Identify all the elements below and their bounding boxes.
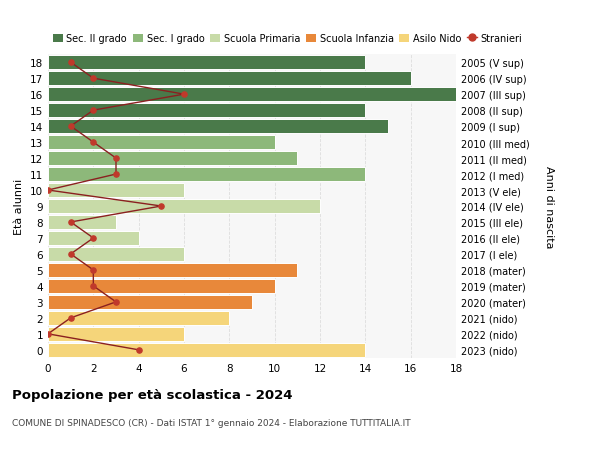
Point	[66, 219, 76, 226]
Point	[89, 139, 98, 146]
Point	[111, 298, 121, 306]
Bar	[48, 152, 298, 166]
Bar	[48, 232, 139, 245]
Bar	[48, 88, 456, 102]
Legend: Sec. II grado, Sec. I grado, Scuola Primaria, Scuola Infanzia, Asilo Nido, Stran: Sec. II grado, Sec. I grado, Scuola Prim…	[53, 34, 523, 44]
Bar	[48, 72, 410, 86]
Bar	[48, 247, 184, 261]
Point	[111, 155, 121, 162]
Point	[66, 123, 76, 130]
Text: COMUNE DI SPINADESCO (CR) - Dati ISTAT 1° gennaio 2024 - Elaborazione TUTTITALIA: COMUNE DI SPINADESCO (CR) - Dati ISTAT 1…	[12, 418, 410, 427]
Point	[89, 235, 98, 242]
Point	[66, 314, 76, 322]
Point	[111, 171, 121, 179]
Bar	[48, 200, 320, 213]
Point	[43, 330, 53, 338]
Point	[157, 203, 166, 210]
Point	[134, 347, 143, 354]
Text: Popolazione per età scolastica - 2024: Popolazione per età scolastica - 2024	[12, 388, 293, 401]
Y-axis label: Anni di nascita: Anni di nascita	[544, 165, 554, 248]
Point	[89, 75, 98, 83]
Bar	[48, 216, 116, 229]
Point	[89, 107, 98, 115]
Bar	[48, 168, 365, 181]
Point	[43, 187, 53, 194]
Point	[66, 251, 76, 258]
Point	[89, 267, 98, 274]
Point	[66, 59, 76, 67]
Bar	[48, 263, 298, 277]
Bar	[48, 280, 275, 293]
Bar	[48, 311, 229, 325]
Bar	[48, 136, 275, 150]
Bar	[48, 296, 252, 309]
Bar	[48, 343, 365, 357]
Bar	[48, 56, 365, 70]
Bar	[48, 327, 184, 341]
Bar	[48, 120, 388, 134]
Y-axis label: Età alunni: Età alunni	[14, 179, 25, 235]
Bar	[48, 184, 184, 197]
Point	[179, 91, 189, 99]
Point	[89, 283, 98, 290]
Bar	[48, 104, 365, 118]
